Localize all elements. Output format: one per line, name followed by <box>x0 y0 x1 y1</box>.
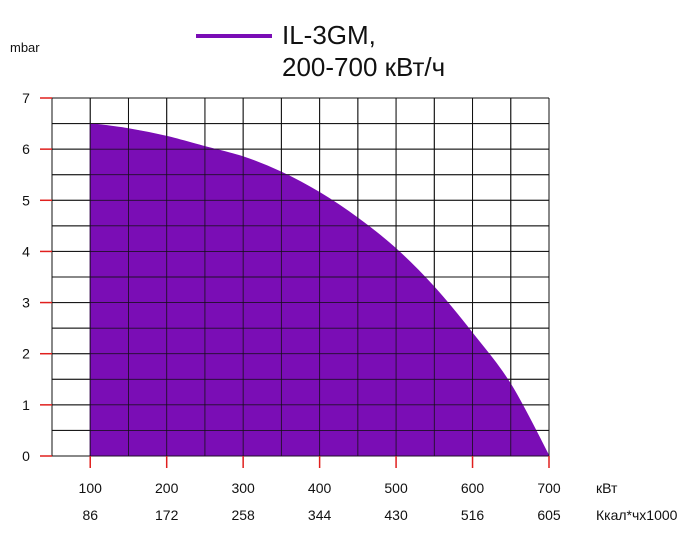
y-tick-label: 3 <box>22 295 30 311</box>
legend-title: IL-3GM, <box>282 20 376 50</box>
x2-axis-unit-label: Ккал*чх1000 <box>596 507 678 523</box>
x2-tick-label: 430 <box>384 507 408 523</box>
y-axis-label: mbar <box>10 40 40 55</box>
x2-tick-label: 605 <box>537 507 561 523</box>
x2-tick-label: 344 <box>308 507 332 523</box>
x-tick-label: 300 <box>231 480 255 496</box>
x-tick-label: 200 <box>155 480 179 496</box>
x-tick-label: 500 <box>384 480 408 496</box>
x2-tick-label: 516 <box>461 507 485 523</box>
y-tick-label: 1 <box>22 397 30 413</box>
x-tick-label: 600 <box>461 480 485 496</box>
y-tick-label: 4 <box>22 243 30 259</box>
x-tick-label: 700 <box>537 480 561 496</box>
x2-tick-label: 86 <box>82 507 98 523</box>
x2-tick-label: 258 <box>231 507 255 523</box>
x2-tick-label: 172 <box>155 507 179 523</box>
legend-line-swatch <box>196 34 272 38</box>
legend-subtitle: 200-700 кВт/ч <box>282 52 446 82</box>
x-tick-label: 400 <box>308 480 332 496</box>
y-tick-label: 0 <box>22 448 30 464</box>
y-tick-label: 6 <box>22 141 30 157</box>
x-axis-unit-label: кВт <box>596 480 618 496</box>
x-tick-label: 100 <box>79 480 103 496</box>
y-tick-label: 7 <box>22 90 30 106</box>
y-tick-label: 2 <box>22 346 30 362</box>
y-tick-label: 5 <box>22 192 30 208</box>
